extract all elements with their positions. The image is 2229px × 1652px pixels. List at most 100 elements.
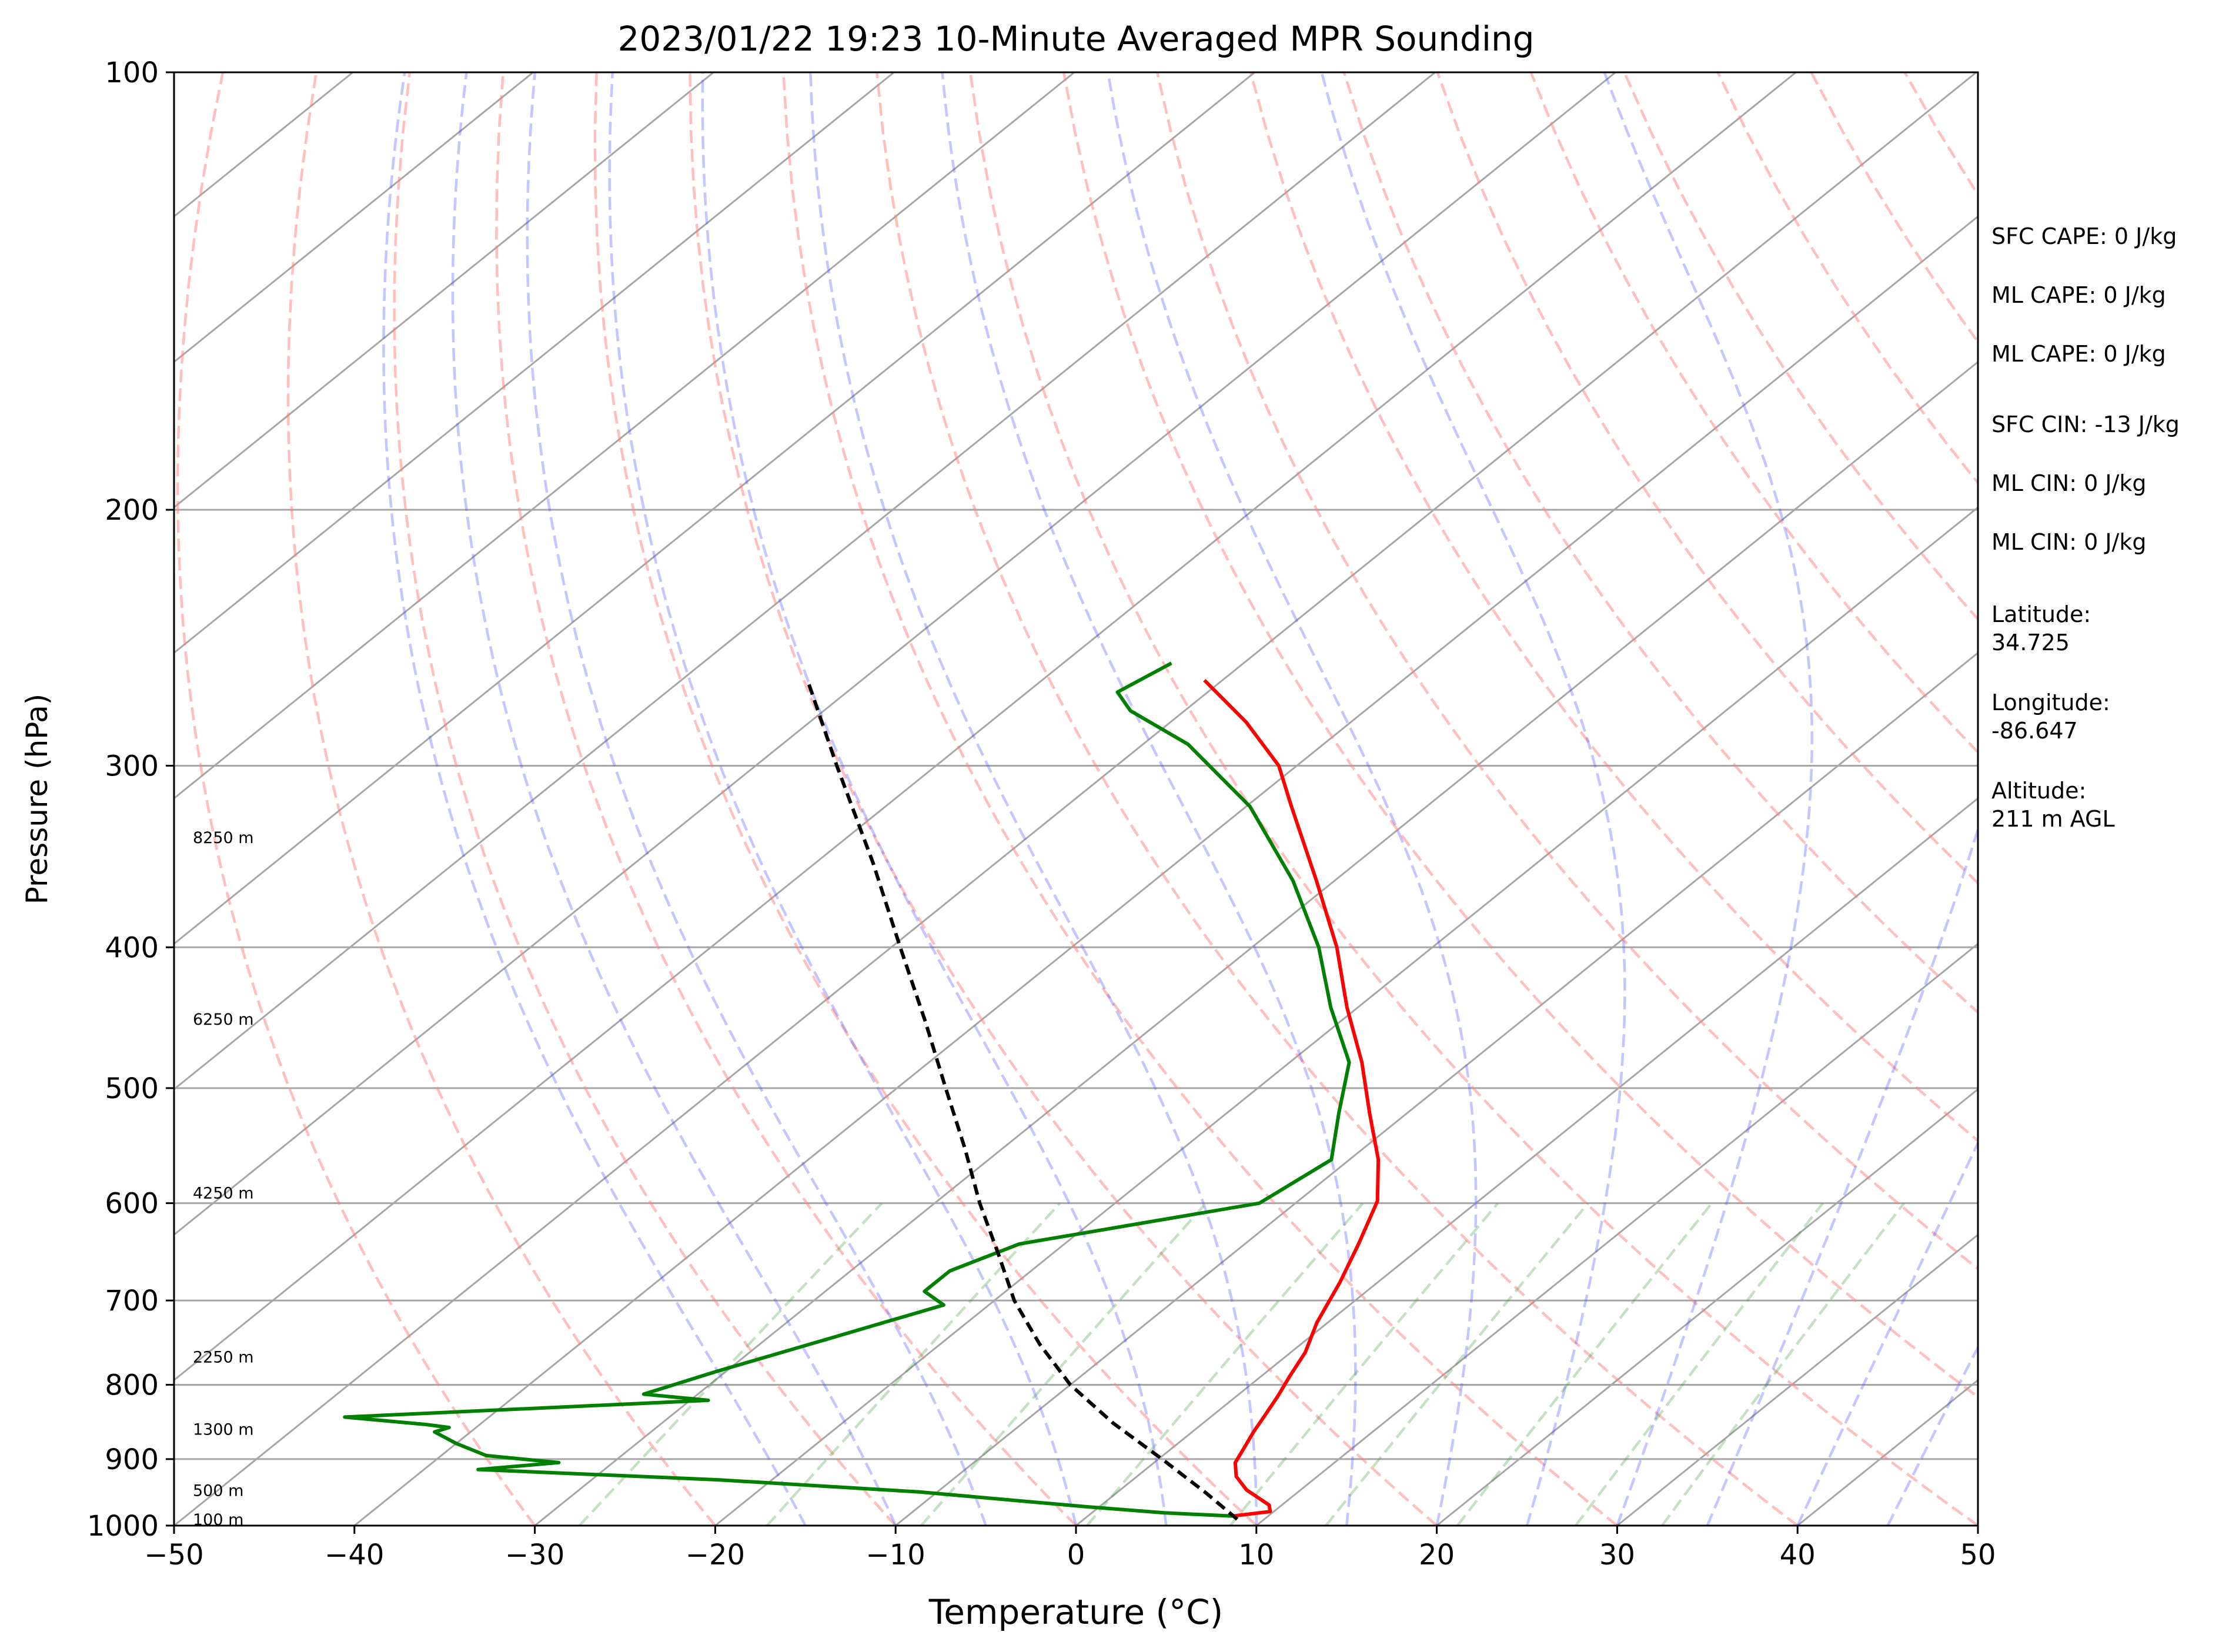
background-lines — [174, 72, 1978, 1526]
isotherm-line — [174, 72, 895, 654]
moist-adiabat-line — [1107, 72, 1478, 1526]
dry-adiabat-line — [393, 72, 897, 1526]
x-tick-label: 30 — [1599, 1539, 1635, 1571]
dry-adiabat-line — [1155, 72, 1978, 1271]
height-label: 2250 m — [193, 1348, 254, 1366]
moist-adiabat-line — [809, 72, 1258, 1526]
moist-adiabat-line — [1320, 72, 1626, 1526]
mixing-ratio-line — [1456, 1202, 1713, 1526]
x-tick-label: 20 — [1419, 1539, 1455, 1571]
mixing-ratio-line — [1575, 1202, 1824, 1526]
isotherm-line — [174, 72, 1075, 800]
isotherm-line — [353, 215, 1978, 1526]
chart-title: 2023/01/22 19:23 10-Minute Averaged MPR … — [617, 19, 1534, 59]
y-tick-label: 200 — [105, 494, 159, 527]
moist-adiabat-line — [701, 72, 1168, 1526]
isotherm-line — [174, 72, 534, 363]
sfc-cin-text: SFC CIN: -13 J/kg — [1991, 412, 2180, 437]
altitude-value: 211 m AGL — [1991, 806, 2115, 832]
height-label: 8250 m — [193, 829, 254, 847]
x-tick-label: −40 — [325, 1539, 384, 1571]
y-tick-label: 800 — [105, 1369, 159, 1402]
x-axis-label: Temperature (°C) — [928, 1592, 1224, 1632]
y-tick-label: 1000 — [87, 1510, 159, 1543]
isotherm-line — [895, 651, 1978, 1526]
dry-adiabat-line — [689, 72, 1438, 1526]
parcel-profile-line — [806, 680, 1239, 1521]
moist-adiabat-line — [1886, 1344, 1978, 1526]
dry-adiabat-line — [875, 72, 1799, 1526]
ml-cape-text-2: ML CAPE: 0 J/kg — [1991, 341, 2166, 367]
x-tick-label: −30 — [505, 1539, 564, 1571]
dry-adiabat-line — [1062, 72, 1978, 1399]
isotherm-line — [1255, 942, 1978, 1526]
altitude-label: Altitude: — [1991, 778, 2086, 804]
y-tick-label: 100 — [105, 56, 159, 89]
isotherm-line — [174, 72, 1436, 1091]
mixing-ratio-line — [1660, 1202, 1905, 1526]
dry-adiabat-line — [495, 72, 1077, 1526]
mixing-ratio-line — [578, 1202, 883, 1526]
latitude-label: Latitude: — [1991, 601, 2091, 627]
isotherm-line — [174, 72, 1256, 945]
x-axis: −50 −40 −30 −20 −10 0 10 20 30 40 50 — [144, 1526, 1996, 1571]
x-tick-label: 10 — [1238, 1539, 1274, 1571]
y-tick-label: 400 — [105, 931, 159, 964]
moist-adiabat-line — [451, 72, 897, 1526]
isotherm-line — [174, 72, 714, 509]
y-axis-label: Pressure (hPa) — [20, 694, 54, 905]
dry-adiabat-line — [176, 72, 536, 1526]
moist-adiabat-line — [608, 72, 1078, 1526]
isotherm-line — [1436, 1088, 1978, 1526]
y-tick-label: 700 — [105, 1285, 159, 1317]
sfc-cape-text: SFC CAPE: 0 J/kg — [1991, 223, 2177, 249]
moist-adiabat-line — [941, 72, 1357, 1526]
dry-adiabat-line — [1249, 72, 1978, 1143]
ml-cape-text: ML CAPE: 0 J/kg — [1991, 282, 2166, 308]
x-tick-label: −50 — [144, 1539, 203, 1571]
moist-adiabat-line — [382, 72, 807, 1526]
y-tick-label: 300 — [105, 750, 159, 782]
data-lines — [343, 661, 1381, 1521]
dry-adiabat-line — [286, 72, 717, 1526]
temperature-profile-line — [1203, 678, 1381, 1518]
moist-adiabat-line — [526, 72, 987, 1526]
x-tick-label: 0 — [1067, 1539, 1085, 1571]
latitude-value: 34.725 — [1991, 630, 2070, 656]
x-tick-label: 50 — [1960, 1539, 1996, 1571]
height-label: 6250 m — [193, 1011, 254, 1029]
height-label: 100 m — [193, 1511, 243, 1529]
y-axis: 1000 900 800 700 600 500 400 300 200 100 — [87, 56, 174, 1543]
mixing-ratio-line — [920, 1202, 1207, 1526]
dry-adiabat-line — [593, 72, 1258, 1526]
isotherm-line — [714, 506, 1978, 1526]
isotherm-line — [534, 360, 1978, 1526]
longitude-label: Longitude: — [1991, 690, 2110, 715]
ml-cin-text: ML CIN: 0 J/kg — [1991, 470, 2146, 496]
height-label: 4250 m — [193, 1185, 254, 1203]
dry-adiabat-line — [1342, 72, 1978, 1014]
x-tick-label: −20 — [686, 1539, 745, 1571]
mixing-ratio-line — [1086, 1202, 1364, 1526]
height-label: 500 m — [193, 1482, 243, 1500]
isotherm-line — [174, 72, 1616, 1236]
y-tick-label: 500 — [105, 1072, 159, 1105]
mixing-ratio-line — [766, 1202, 1061, 1526]
moist-adiabat-line — [1603, 72, 1813, 1526]
mixing-ratio-line — [1325, 1202, 1589, 1526]
y-tick-label: 900 — [105, 1443, 159, 1476]
moist-adiabat-line — [1796, 1139, 1978, 1526]
sounding-stats: SFC CAPE: 0 J/kg ML CAPE: 0 J/kg ML CAPE… — [1991, 223, 2180, 832]
height-label: 1300 m — [193, 1421, 254, 1439]
isotherm-line — [174, 72, 1977, 1526]
dry-adiabat-line — [1529, 72, 1978, 754]
dry-adiabat-line — [782, 72, 1618, 1526]
ml-cin-text-2: ML CIN: 0 J/kg — [1991, 529, 2146, 555]
mixing-ratio-line — [1229, 1202, 1499, 1526]
isotherm-line — [1616, 1233, 1978, 1526]
isotherm-line — [174, 72, 1797, 1382]
x-tick-label: −10 — [866, 1539, 925, 1571]
y-tick-label: 600 — [105, 1188, 159, 1220]
x-tick-label: 40 — [1780, 1539, 1816, 1571]
